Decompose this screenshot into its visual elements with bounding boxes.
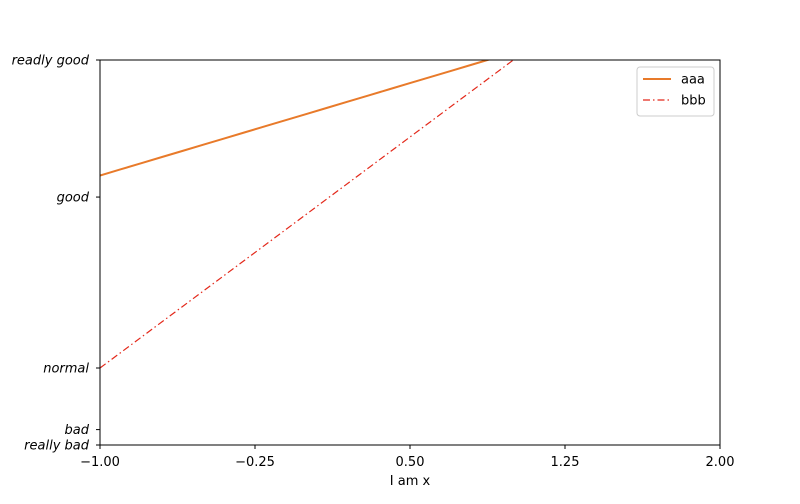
legend-label-bbb: bbb bbox=[681, 94, 706, 109]
x-tick-label: −0.25 bbox=[235, 455, 275, 470]
x-axis-label: I am x bbox=[390, 474, 431, 489]
y-tick-label: really bad bbox=[24, 439, 90, 454]
y-tick-label: readly good bbox=[12, 54, 90, 69]
x-axis: −1.00 −0.25 0.50 1.25 2.00 bbox=[80, 445, 734, 470]
series-line-bbb bbox=[100, 60, 514, 369]
x-tick-label: 2.00 bbox=[706, 455, 735, 470]
y-tick-label: bad bbox=[65, 423, 90, 438]
plot-area-frame bbox=[99, 59, 721, 446]
y-tick-label: normal bbox=[43, 362, 89, 377]
x-tick-label: 1.25 bbox=[551, 455, 580, 470]
y-tick-label: good bbox=[57, 191, 90, 206]
plot-lines bbox=[100, 60, 514, 369]
legend: aaa bbb bbox=[636, 66, 715, 117]
legend-label-aaa: aaa bbox=[681, 73, 705, 88]
series-line-aaa bbox=[100, 60, 492, 177]
x-tick-label: −1.00 bbox=[80, 455, 120, 470]
x-tick-label: 0.50 bbox=[396, 455, 425, 470]
